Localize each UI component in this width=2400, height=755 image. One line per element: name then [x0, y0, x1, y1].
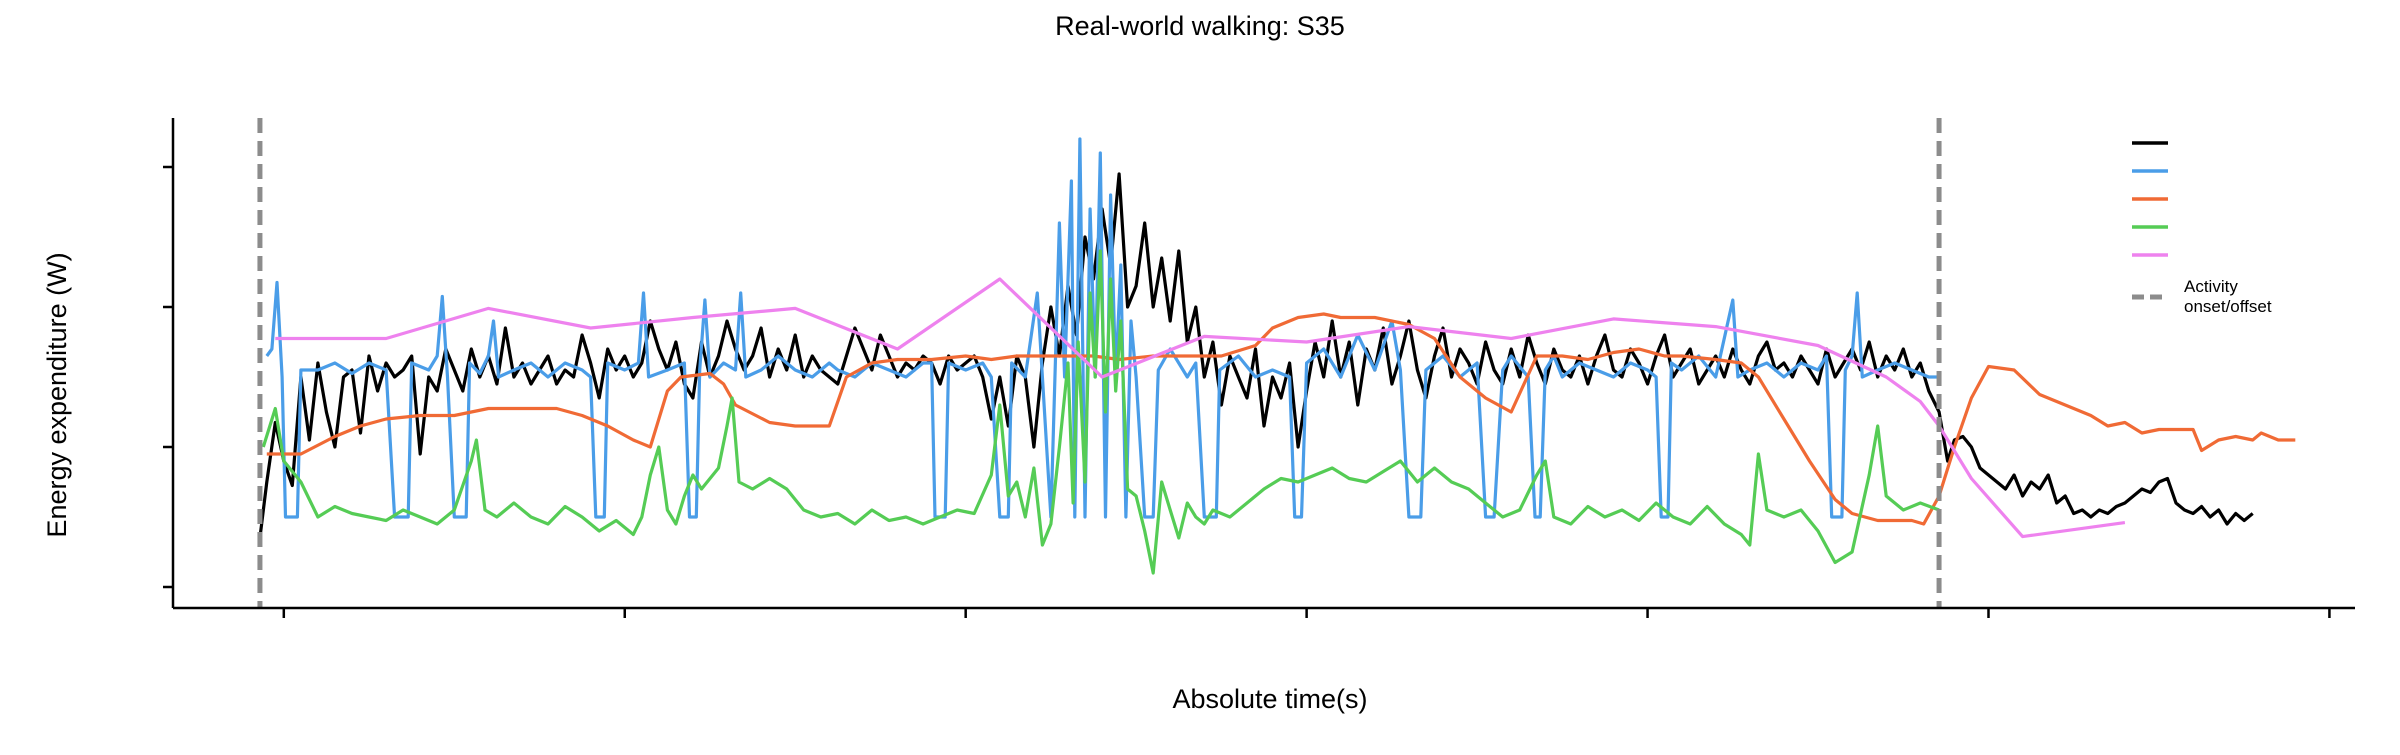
legend: Activity onset/offset	[2132, 141, 2272, 316]
series-line-openmetabolics	[265, 137, 1940, 519]
x-axis-label: Absolute time(s)	[1172, 684, 1367, 714]
plot-area	[257, 118, 2296, 608]
chart-title: Real-world walking: S35	[1055, 11, 1345, 41]
legend-label-line: onset/offset	[2184, 297, 2272, 316]
series-line-heart-rate-model	[266, 312, 2296, 526]
axes	[163, 118, 2355, 618]
legend-label-line: Activity	[2184, 277, 2238, 296]
series-line-smartwatch	[275, 277, 2126, 539]
series-line-pedometer	[261, 249, 1940, 575]
y-axis-label: Energy expenditure (W)	[42, 252, 72, 537]
legend-label-activity: Activity onset/offset	[2184, 277, 2272, 316]
series-line-respirometry	[258, 172, 2254, 539]
